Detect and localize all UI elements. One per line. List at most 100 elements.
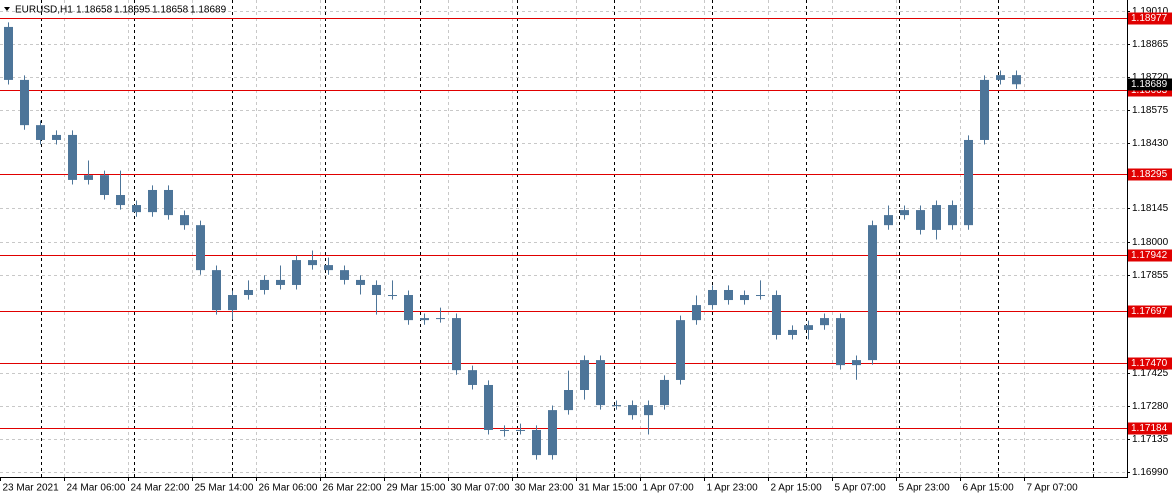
header-value: 1.18658 [76, 5, 113, 16]
level-label: 1.18295 [1131, 169, 1168, 180]
level-label: 1.17470 [1131, 358, 1168, 369]
candle-body [68, 134, 77, 180]
x-tick-label: 26 Mar 22:00 [323, 483, 382, 494]
candle-body [324, 265, 333, 271]
candle-body [212, 270, 221, 311]
x-tick-label: 6 Apr 15:00 [963, 483, 1015, 494]
candle-body [868, 225, 877, 361]
x-tick-label: 26 Mar 06:00 [259, 483, 318, 494]
candle-body [292, 260, 301, 285]
levels [0, 18, 1127, 429]
candle-body [772, 295, 781, 335]
candle-body [836, 318, 845, 366]
level-label: 1.17697 [1131, 306, 1168, 317]
candle-body [740, 295, 749, 301]
x-tick-label: 30 Mar 23:00 [515, 483, 574, 494]
candle-body [52, 134, 61, 140]
y-tick-label: 1.16990 [1132, 467, 1169, 478]
y-tick-label: 1.18575 [1132, 105, 1169, 116]
candle-body [164, 189, 173, 216]
candle-body [596, 360, 605, 406]
header-value: 1.18689 [190, 5, 227, 16]
candle-body [244, 289, 253, 296]
candle-body [1012, 75, 1021, 85]
candle-body [436, 318, 445, 320]
candle-body [36, 125, 45, 140]
candle-body [980, 79, 989, 140]
candle-body [4, 26, 13, 80]
candle-body [692, 305, 701, 321]
y-tick-label: 1.18430 [1132, 138, 1169, 149]
y-tick-label: 1.18000 [1132, 237, 1169, 248]
candle-body [532, 429, 541, 456]
candle-body [420, 318, 429, 321]
level-label-bg [1128, 422, 1172, 435]
candle-body [372, 284, 381, 296]
level-label-bg [1128, 12, 1172, 25]
level-label-bg [1128, 357, 1172, 370]
candle-body [884, 215, 893, 226]
candle-body [84, 175, 93, 180]
level-label-bg [1128, 305, 1172, 318]
candle-body [132, 205, 141, 213]
header-value: 1.18658 [152, 5, 189, 16]
x-tick-label: 2 Apr 15:00 [771, 483, 823, 494]
candle-body [20, 79, 29, 126]
x-tick-label: 5 Apr 23:00 [899, 483, 951, 494]
candles [4, 22, 1021, 460]
y-tick-label: 1.17280 [1132, 401, 1169, 412]
symbol: EURUSD,H1 [15, 5, 73, 16]
candle-body [964, 139, 973, 226]
candle-body [932, 205, 941, 230]
menu-triangle[interactable] [4, 7, 10, 11]
candle-body [196, 225, 205, 271]
x-tick-label: 23 Mar 2021 [3, 483, 60, 494]
candle-body [564, 390, 573, 411]
candle-body [468, 370, 477, 385]
axes: 1.19010 1.18865 1.18720 1.18575 1.18430 1.181… [0, 6, 1172, 494]
candle-body [100, 175, 109, 196]
level-label: 1.17184 [1131, 423, 1168, 434]
candle-body [180, 215, 189, 226]
candle-body [340, 270, 349, 280]
y-tick-label: 1.19010 [1132, 6, 1169, 17]
level-label: 1.18663 [1131, 85, 1168, 96]
candle-body [484, 384, 493, 430]
grid [0, 0, 1127, 477]
x-tick-label: 1 Apr 07:00 [643, 483, 695, 494]
candle-body [580, 360, 589, 391]
y-tick-label: 1.18720 [1132, 72, 1169, 83]
candle-body [676, 320, 685, 380]
candle-body [644, 405, 653, 416]
x-tick-label: 29 Mar 15:00 [387, 483, 446, 494]
candle-body [916, 210, 925, 230]
x-tick-label: 24 Mar 22:00 [131, 483, 190, 494]
header-value: 1.18695 [114, 5, 151, 16]
x-tick-label: 25 Mar 14:00 [195, 483, 254, 494]
x-tick-label: 7 Apr 07:00 [1027, 483, 1079, 494]
y-tick-label: 1.17855 [1132, 270, 1169, 281]
y-tick-label: 1.18145 [1132, 203, 1169, 214]
candle-body [148, 189, 157, 213]
candle-body [452, 318, 461, 371]
candle-body [116, 195, 125, 206]
candle-body [260, 279, 269, 290]
candle-body [660, 379, 669, 406]
y-tick-label: 1.17425 [1132, 368, 1169, 379]
candle-body [388, 295, 397, 297]
candle-body [308, 260, 317, 266]
candle-body [548, 410, 557, 456]
x-tick-label: 24 Mar 06:00 [67, 483, 126, 494]
candle-body [948, 205, 957, 226]
candle-body [804, 325, 813, 330]
candle-body [756, 295, 765, 297]
candle-body [628, 405, 637, 416]
candle-body [612, 405, 621, 407]
y-tick-label: 1.18865 [1132, 39, 1169, 50]
header-ohlc: 1.18658 1.18695 1.18658 1.18689 [76, 5, 227, 16]
candle-body [356, 279, 365, 285]
candle-body [500, 429, 509, 431]
candle-body [276, 279, 285, 285]
